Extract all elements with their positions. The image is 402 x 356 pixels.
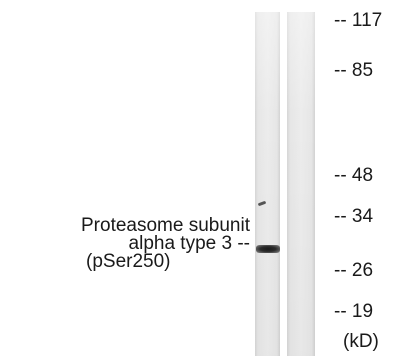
- marker-26: -- 26: [334, 260, 374, 281]
- marker-19: -- 19: [334, 301, 374, 322]
- blot-lane-2: [287, 12, 315, 356]
- protein-label-line-2: alpha type 3 --: [128, 233, 250, 254]
- marker-117: -- 117: [334, 10, 383, 31]
- marker-34: -- 34: [334, 206, 374, 227]
- lane-1-protein-band: [256, 245, 280, 253]
- protein-label-line-3: (pSer250): [86, 251, 171, 272]
- blot-lane-1: [255, 12, 280, 356]
- protein-label: Proteasome subunit alpha type 3 -- (pSer…: [10, 215, 250, 272]
- marker-48: -- 48: [334, 165, 374, 186]
- protein-label-line-1: Proteasome subunit: [81, 215, 250, 236]
- unit-label: (kD): [343, 331, 379, 352]
- marker-85: -- 85: [334, 60, 374, 81]
